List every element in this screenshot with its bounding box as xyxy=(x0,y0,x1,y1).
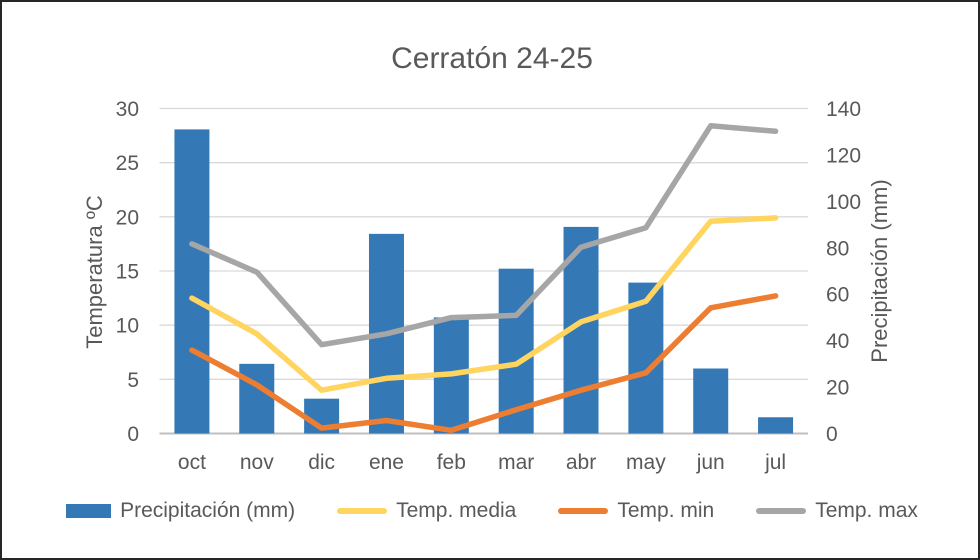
x-tick-label: jun xyxy=(696,451,725,474)
legend-item-temp-min: Temp. min xyxy=(558,499,714,523)
y-right-tick-label: 20 xyxy=(826,377,849,400)
line-temp-max xyxy=(189,123,779,348)
legend-item-temp-max: Temp. max xyxy=(756,499,918,523)
y-right-tick-label: 80 xyxy=(826,237,849,260)
legend-item-temp-media: Temp. media xyxy=(337,499,516,523)
legend-label-precipitacion: Precipitación (mm) xyxy=(120,499,296,522)
y-left-tick-label: 25 xyxy=(116,152,139,175)
y-left-tick-label: 30 xyxy=(116,98,139,121)
y-right-tick-label: 100 xyxy=(826,191,861,214)
bar-oct xyxy=(174,129,210,434)
y-right-tick-label: 40 xyxy=(826,330,849,353)
x-tick-label: may xyxy=(626,451,666,474)
x-tick-label: nov xyxy=(240,451,274,474)
line-temp-media xyxy=(189,215,779,393)
legend-label-temp-min: Temp. min xyxy=(617,499,715,522)
y-right-tick-label: 0 xyxy=(826,423,838,446)
legend-label-temp-max: Temp. max xyxy=(815,499,918,522)
bar-jun xyxy=(693,368,729,434)
y-right-tick-label: 140 xyxy=(826,98,861,121)
x-tick-label: oct xyxy=(178,451,206,474)
y-right-tick-label: 120 xyxy=(826,144,861,167)
bar-jul xyxy=(758,417,794,434)
temp-min-line-swatch-icon xyxy=(558,508,609,514)
y-left-tick-label: 20 xyxy=(116,206,139,229)
legend: Precipitación (mm) Temp. media Temp. min… xyxy=(2,499,978,523)
y-left-tick-label: 0 xyxy=(127,423,139,446)
legend-item-precipitacion: Precipitación (mm) xyxy=(66,499,295,523)
right-axis-title: Precipitación (mm) xyxy=(867,179,892,363)
line-temp-min xyxy=(189,293,779,434)
x-tick-label: jul xyxy=(764,451,786,474)
x-tick-label: feb xyxy=(437,451,466,474)
chart-title: Cerratón 24-25 xyxy=(391,42,593,75)
x-tick-label: mar xyxy=(498,451,534,474)
y-right-tick-label: 60 xyxy=(826,284,849,307)
bar-nov xyxy=(239,363,275,434)
y-left-tick-label: 15 xyxy=(116,261,139,284)
y-left-tick-label: 5 xyxy=(127,369,139,392)
x-tick-label: abr xyxy=(566,451,596,474)
y-left-tick-label: 10 xyxy=(116,315,139,338)
legend-label-temp-media: Temp. media xyxy=(396,499,517,522)
x-tick-label: dic xyxy=(308,451,335,474)
left-axis-title: Temperatura ºC xyxy=(82,195,107,349)
precipitacion-bar-swatch-icon xyxy=(66,504,112,518)
x-tick-label: ene xyxy=(369,451,404,474)
temp-max-line-swatch-icon xyxy=(756,508,807,514)
temp-media-line-swatch-icon xyxy=(337,508,388,514)
